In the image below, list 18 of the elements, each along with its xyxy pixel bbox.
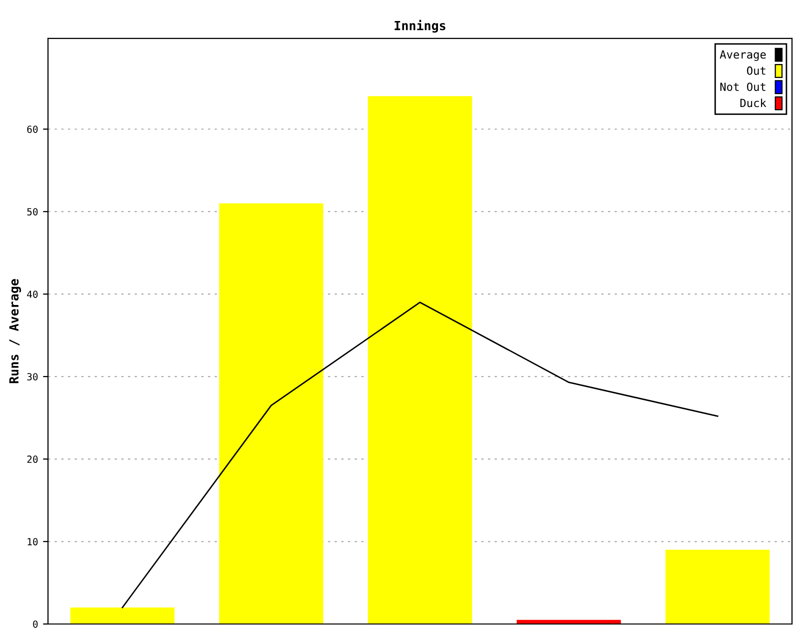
legend-label: Not Out	[720, 82, 766, 91]
bar	[219, 203, 324, 624]
bar	[70, 608, 174, 624]
y-tick-label: 40	[27, 290, 38, 298]
line-series	[122, 302, 718, 608]
y-tick-label: 10	[28, 538, 38, 546]
y-tick-label: 50	[27, 208, 38, 216]
y-tick-label: 20	[27, 456, 38, 463]
y-axis-title: Runs / Average	[9, 279, 22, 384]
y-tick-label: 60	[27, 126, 38, 133]
bar	[368, 96, 472, 624]
y-tick-label: 0	[33, 620, 38, 628]
y-tick-label: 30	[27, 373, 38, 380]
legend-label: Average	[720, 50, 766, 61]
chart-title: Innings	[394, 20, 446, 33]
legend-label: Out	[747, 66, 766, 75]
legend-label: Duck	[740, 98, 766, 108]
bar	[666, 550, 770, 624]
